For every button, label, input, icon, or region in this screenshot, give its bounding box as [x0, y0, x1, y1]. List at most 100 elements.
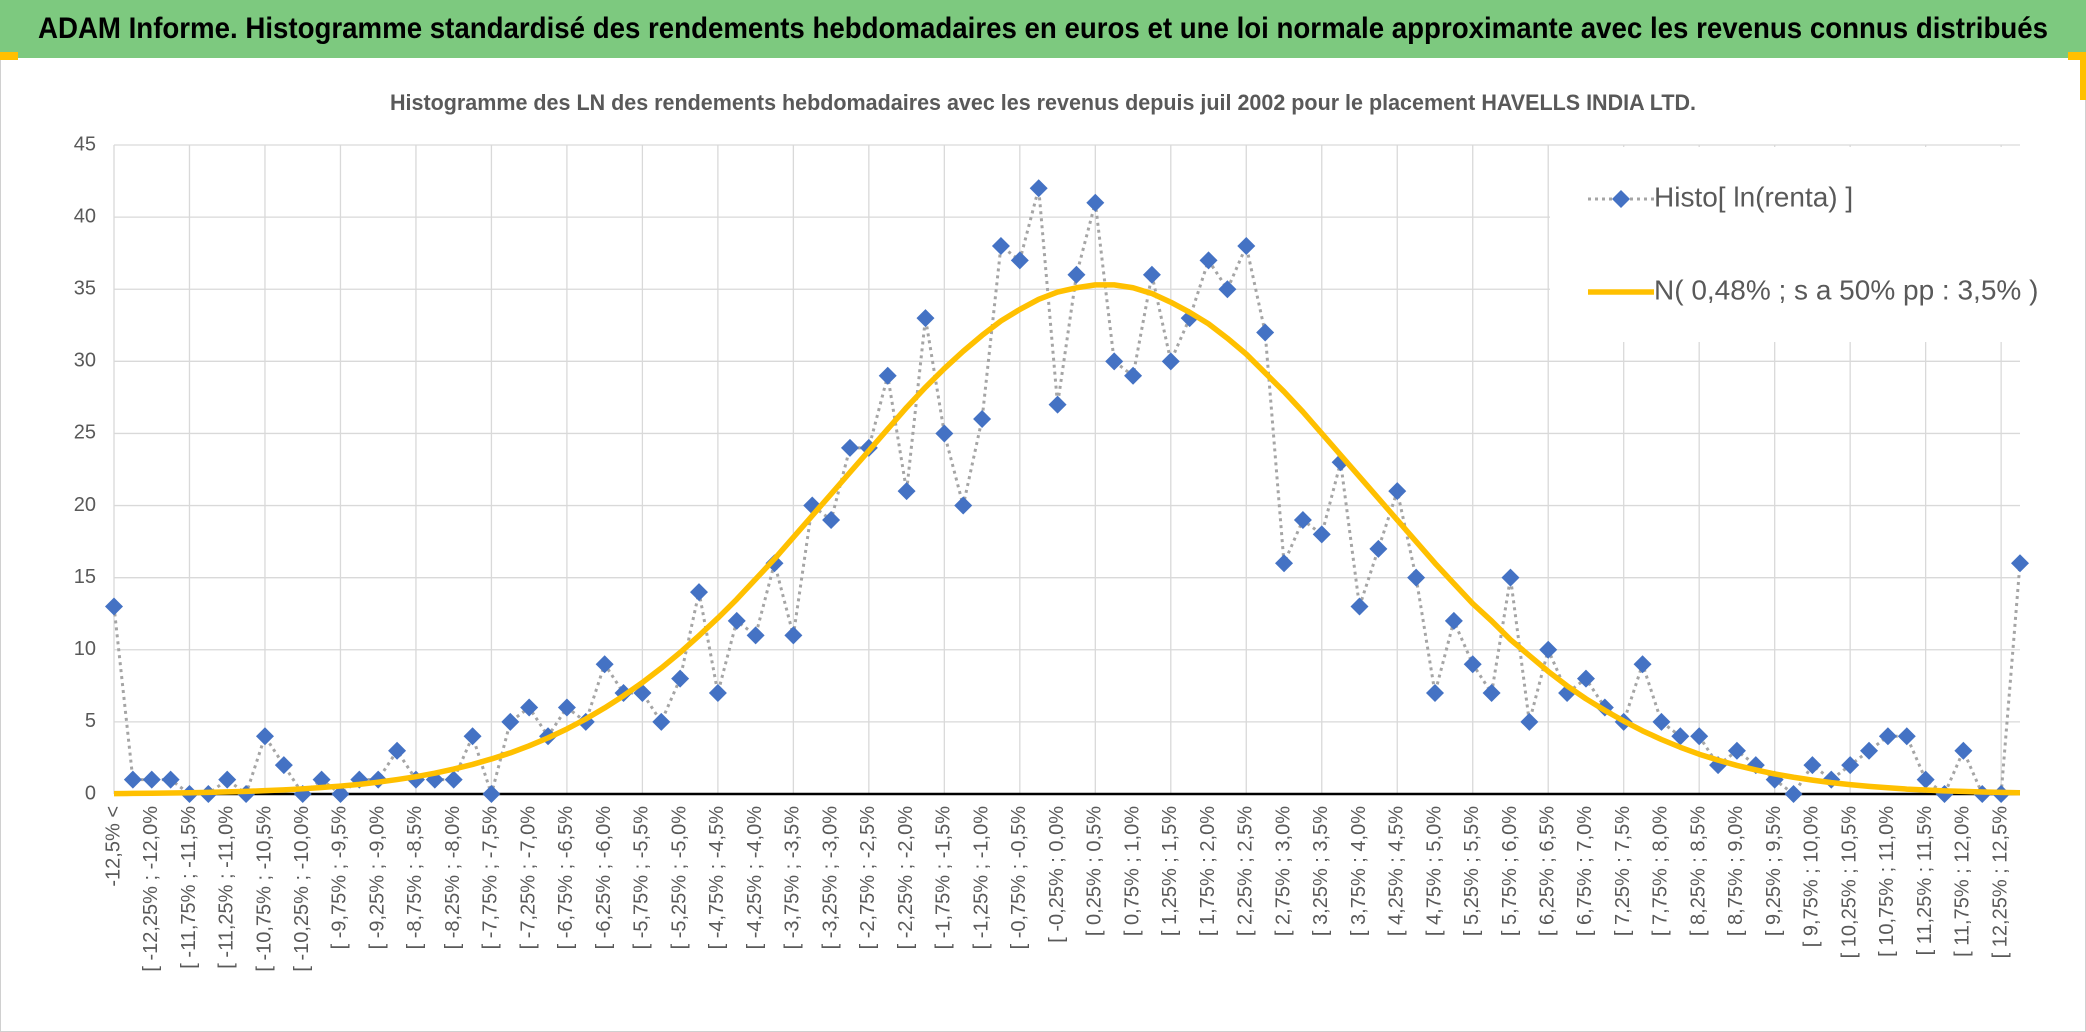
data-point — [1652, 712, 1671, 731]
x-tick-label: [ 3,25% ; 3,5% — [1310, 806, 1332, 936]
y-tick-label: 30 — [74, 350, 96, 372]
y-tick-label: 45 — [74, 133, 96, 155]
y-tick-label: 0 — [85, 782, 96, 804]
data-point — [1256, 323, 1275, 342]
data-point — [1388, 482, 1407, 501]
x-tick-label: [ -1,25% ; -1,0% — [970, 806, 992, 950]
legend-label: N( 0,48% ; s a 50% pp : 3,5% ) — [1654, 274, 2038, 305]
x-tick-label: [ 9,75% ; 10,0% — [1801, 806, 1823, 947]
x-tick-label: [ -4,25% ; -4,0% — [744, 806, 766, 950]
data-point — [1124, 366, 1143, 385]
x-tick-label: [ -9,75% ; -9,5% — [329, 806, 351, 950]
x-tick-label: [ 1,75% ; 2,0% — [1197, 806, 1219, 936]
x-tick-label: [ 5,25% ; 5,5% — [1461, 806, 1483, 936]
x-tick-label: [ 11,75% ; 12,0% — [1952, 806, 1974, 957]
x-tick-label: [ -11,25% ; -11,0% — [216, 806, 238, 969]
x-tick-label: [ 7,25% ; 7,5% — [1612, 806, 1634, 936]
legend-label: Histo[ ln(renta) ] — [1654, 181, 1853, 212]
x-tick-label: [ 4,25% ; 4,5% — [1386, 806, 1408, 936]
data-point — [331, 785, 350, 803]
x-tick-label: [ 2,75% ; 3,0% — [1272, 806, 1294, 936]
x-tick-label: [ 9,25% ; 9,5% — [1763, 806, 1785, 936]
data-point — [1350, 597, 1369, 616]
x-tick-label: [ -0,75% ; -0,5% — [1008, 806, 1030, 950]
data-point — [557, 698, 576, 717]
data-point — [897, 482, 916, 501]
data-point — [935, 424, 954, 443]
data-point — [1860, 741, 1879, 760]
x-tick-label: [ -9,25% ; -9,0% — [366, 806, 388, 950]
data-point — [1633, 655, 1652, 674]
data-point — [1407, 568, 1426, 587]
x-tick-label: [ 3,75% ; 4,0% — [1348, 806, 1370, 936]
x-tick-label: [ 7,75% ; 8,0% — [1650, 806, 1672, 936]
x-tick-label: [ -3,75% ; -3,5% — [782, 806, 804, 950]
data-point — [1463, 655, 1482, 674]
x-tick-label: [ -5,75% ; -5,5% — [631, 806, 653, 950]
x-tick-label: [ -6,75% ; -6,5% — [555, 806, 577, 950]
chart-title: Histogramme des LN des rendements hebdom… — [390, 90, 1696, 115]
data-point — [840, 438, 859, 457]
x-tick-label: [ -3,25% ; -3,0% — [819, 806, 841, 950]
x-tick-label: [ 12,25% ; 12,5% — [1989, 806, 2011, 959]
data-point — [1576, 669, 1595, 688]
x-tick-label: [ -0,25% ; 0,0% — [1046, 806, 1068, 943]
x-tick-label: [ 1,25% ; 1,5% — [1159, 806, 1181, 936]
data-point — [1841, 756, 1860, 775]
data-point — [1916, 770, 1935, 789]
data-point — [142, 770, 161, 789]
header-bar — [0, 0, 2086, 58]
series-line — [113, 282, 2021, 797]
data-point — [671, 669, 690, 688]
y-tick-label: 40 — [74, 205, 96, 227]
data-point — [388, 741, 407, 760]
x-tick-label: [ 8,25% ; 8,5% — [1687, 806, 1709, 936]
data-point — [463, 727, 482, 746]
data-point — [2011, 554, 2029, 573]
data-point — [973, 410, 992, 429]
data-point — [1727, 741, 1746, 760]
data-point — [1142, 265, 1161, 284]
y-tick-label: 25 — [74, 422, 96, 444]
data-point — [595, 655, 614, 674]
header-title: ADAM Informe. Histogramme standardisé de… — [38, 12, 2048, 45]
corner-accent — [2068, 52, 2086, 60]
data-point — [1369, 539, 1388, 558]
data-point — [1161, 352, 1180, 371]
x-tick-label: [ 6,25% ; 6,5% — [1536, 806, 1558, 936]
x-tick-label: [ -5,25% ; -5,0% — [668, 806, 690, 950]
x-tick-label: [ -6,25% ; -6,0% — [593, 806, 615, 950]
x-tick-label: [ -10,25% ; -10,0% — [291, 806, 313, 972]
data-point — [727, 611, 746, 630]
y-tick-label: 10 — [74, 638, 96, 660]
data-point — [708, 684, 727, 703]
x-tick-label: [ -2,25% ; -2,0% — [895, 806, 917, 950]
y-tick-label: 5 — [85, 710, 96, 732]
data-point — [501, 712, 520, 731]
data-point — [1784, 785, 1803, 803]
legend-box — [1550, 147, 2020, 342]
x-tick-label: [ -11,75% ; -11,5% — [178, 806, 200, 969]
data-point — [255, 727, 274, 746]
x-tick-label: [ -8,75% ; -8,5% — [404, 806, 426, 950]
data-point — [1897, 727, 1916, 746]
data-point — [1218, 280, 1237, 299]
y-tick-label: 20 — [74, 494, 96, 516]
x-tick-label: [ 6,75% ; 7,0% — [1574, 806, 1596, 936]
data-point — [1690, 727, 1709, 746]
data-point — [1520, 712, 1539, 731]
corner-accent — [0, 52, 18, 60]
x-tick-label: [ 2,25% ; 2,5% — [1235, 806, 1257, 936]
data-point — [1954, 741, 1973, 760]
series-line — [112, 187, 2022, 800]
data-point — [1010, 251, 1029, 270]
x-tick-label: [ 0,25% ; 0,5% — [1084, 806, 1106, 936]
data-point — [1312, 525, 1331, 544]
data-point — [1105, 352, 1124, 371]
data-point — [444, 770, 463, 789]
data-point — [991, 236, 1010, 255]
data-point — [1878, 727, 1897, 746]
x-tick-label: [ -1,75% ; -1,5% — [933, 806, 955, 950]
data-point — [1671, 727, 1690, 746]
x-tick-label: [ 11,25% ; 11,5% — [1914, 806, 1936, 956]
